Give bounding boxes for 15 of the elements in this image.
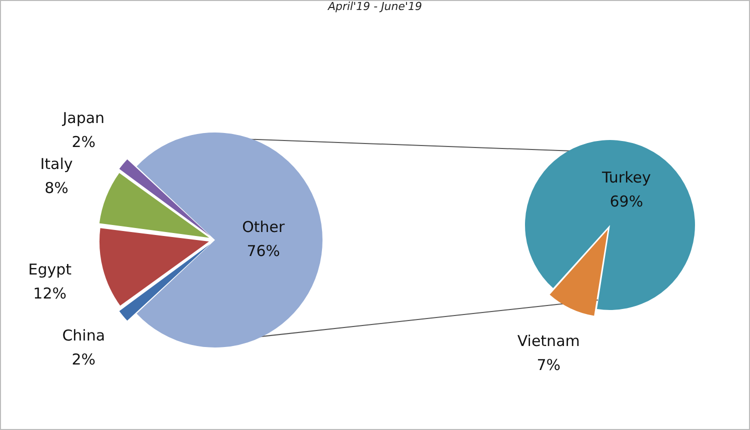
text: April'19 - June'19 bbox=[326, 0, 424, 13]
data-label: 69% bbox=[610, 192, 644, 210]
slice-label: Japan bbox=[62, 109, 105, 128]
slice-label: Vietnam bbox=[517, 332, 580, 350]
data-label: 76% bbox=[246, 242, 280, 260]
data-label: 2% bbox=[72, 350, 96, 369]
slice-label: Italy bbox=[40, 155, 73, 174]
slice-label: Other bbox=[242, 218, 286, 236]
slice-label: Turkey bbox=[601, 168, 651, 186]
data-label: 12% bbox=[33, 284, 67, 302]
data-label: 2% bbox=[72, 133, 96, 152]
slice-label: China bbox=[62, 326, 106, 345]
data-label: 8% bbox=[44, 179, 68, 198]
data-label: 7% bbox=[536, 356, 561, 374]
slice-label: Egypt bbox=[28, 260, 72, 278]
